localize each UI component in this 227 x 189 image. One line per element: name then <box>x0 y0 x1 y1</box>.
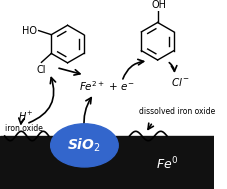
Text: dissolved iron oxide: dissolved iron oxide <box>138 107 214 116</box>
Text: Fe$^{2+}$ + e$^{-}$: Fe$^{2+}$ + e$^{-}$ <box>79 79 134 93</box>
Text: iron oxide: iron oxide <box>5 124 42 133</box>
Text: SiO$_2$: SiO$_2$ <box>67 137 101 154</box>
Text: Fe$^0$: Fe$^0$ <box>155 156 177 172</box>
Bar <box>0 136 213 189</box>
Text: Cl: Cl <box>37 65 46 75</box>
Text: OH: OH <box>151 0 165 10</box>
Ellipse shape <box>50 124 118 167</box>
Text: H$^+$: H$^+$ <box>18 110 34 123</box>
Text: Cl$^-$: Cl$^-$ <box>170 76 189 88</box>
Text: HO: HO <box>22 26 37 36</box>
